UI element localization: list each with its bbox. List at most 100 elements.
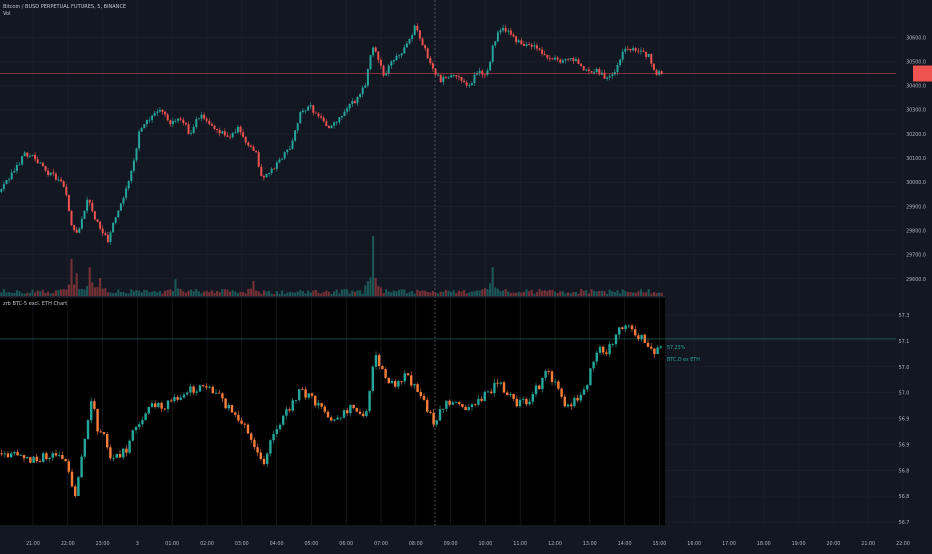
volume-bar [580,289,583,296]
indicator-candle-body [249,433,253,440]
time-axis-label: 22:00 [61,541,75,547]
volume-bar [54,290,57,296]
candle-body [273,168,276,170]
volume-bar [203,291,206,296]
candle-body [93,211,96,220]
candle-body [632,48,635,51]
indicator-candle-body [115,453,119,458]
volume-bar [255,290,258,296]
candle-body [47,170,50,175]
candle-body [114,217,117,223]
volume-bar [392,290,395,296]
volume-bar [177,288,180,296]
volume-bar [494,287,497,296]
volume-bar [333,291,336,296]
candle-body [320,116,323,118]
indicator-candle-body [121,448,125,458]
indicator-candle-body [192,386,195,393]
indicator-candle-body [569,404,573,407]
candle-body [587,69,590,72]
candle-body [270,168,273,174]
indicator-candle-body [281,415,285,425]
volume-bar [400,289,403,296]
candle-body [639,50,642,52]
candle-body [10,172,13,180]
volume-bar [296,291,299,296]
volume-bar [34,292,37,296]
volume-bar [556,292,559,296]
candle-body [127,180,130,189]
candle-body [67,195,70,211]
candle-body [288,148,291,150]
volume-bar [429,292,432,296]
volume-bar [130,289,133,296]
candle-body [244,136,247,143]
indicator-candle-body [179,397,183,400]
volume-bar [442,291,445,296]
indicator-candle-body [342,410,346,418]
indicator-candle-body [515,398,519,407]
volume-bar [275,290,278,296]
volume-bar [286,292,289,296]
candle-body [652,63,655,71]
indicator-candle-body [605,352,608,355]
volume-bar [403,289,406,296]
volume-bar [273,293,276,296]
indicator-candle-body [355,408,359,412]
volume-bar [112,293,115,296]
candle-body [468,85,471,86]
indicator-candle-body [64,458,67,462]
indicator-candle-body [560,388,563,397]
time-axis-label: 02:00 [200,541,214,547]
candle-body [426,48,429,59]
candle-body [13,170,16,173]
volume-bar [166,290,169,296]
candle-body [512,34,515,37]
volume-bar [156,292,159,296]
volume-bar [148,292,151,296]
volume-bar [49,293,52,296]
volume-bar [60,289,63,296]
indicator-candle-body [243,423,247,425]
candle-body [275,162,278,169]
y-axis-label: 29700.0 [906,253,926,259]
volume-bar [561,291,564,296]
volume-bar [109,292,112,296]
candle-body [283,152,286,159]
volume-bar [182,291,185,296]
candle-body [153,112,156,116]
indicator-candle-body [166,400,170,410]
volume-bar [452,290,455,296]
candle-body [574,59,577,61]
candle-body [411,35,414,39]
volume-bar [335,289,338,296]
indicator-candle-body [470,404,474,408]
volume-bar [351,290,354,296]
volume-bar [346,289,349,296]
candle-body [330,125,333,129]
candle-body [88,199,91,203]
volume-bar [359,290,362,296]
volume-bar [398,290,401,296]
volume-bar [613,292,616,296]
candle-body [364,85,367,88]
candle-body [421,38,424,46]
volume-bar [598,290,601,296]
indicator-candle-body [54,453,58,456]
candle-body [478,70,481,74]
indicator-candle-body [214,392,218,394]
indicator-candle-body [240,420,243,424]
indicator-candle-body [409,375,413,386]
time-axis-label: 15:00 [652,541,666,547]
candle-body [197,118,200,120]
candle-body [408,38,411,44]
indicator-candle-body [125,448,128,453]
volume-bar [541,290,544,296]
candle-body [8,179,11,181]
candle-body [236,126,239,133]
indicator-candle-body [345,410,349,414]
volume-bar [86,285,89,296]
indicator-candle-body [147,406,151,414]
